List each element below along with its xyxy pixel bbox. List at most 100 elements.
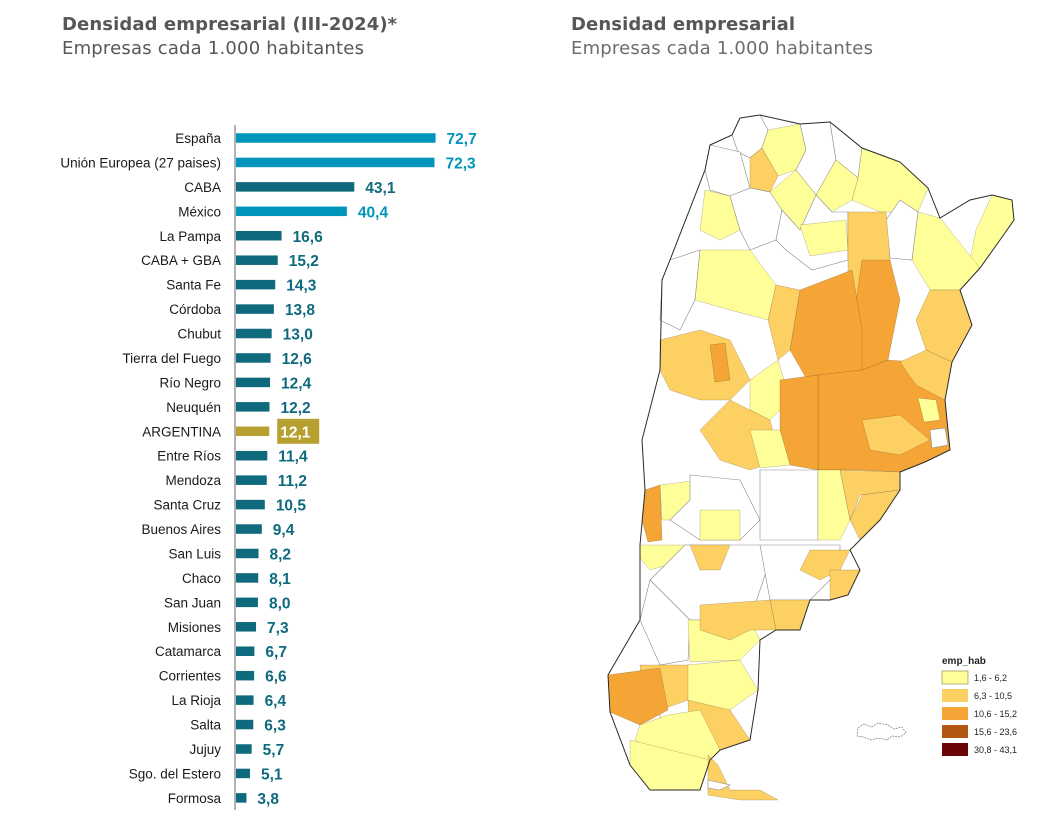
bar [236, 231, 282, 241]
bar-row: Chubut 13,0 [177, 327, 312, 344]
bar-row: CABA + GBA 15,2 [141, 253, 319, 270]
map-region [709, 342, 731, 383]
legend-label: 30,8 - 43,1 [974, 745, 1017, 755]
bar [236, 597, 258, 608]
legend-label: 10,6 - 15,2 [974, 709, 1017, 719]
category-label: Corrientes [159, 669, 222, 684]
map-region [707, 779, 731, 791]
bar-row: Santa Fe 14,3 [166, 278, 317, 295]
map-region [689, 544, 731, 571]
legend-swatch [942, 743, 968, 756]
category-label: Catamarca [155, 644, 222, 659]
map-region [861, 414, 931, 456]
islands-outline [856, 722, 907, 741]
value-label: 6,4 [265, 693, 287, 710]
value-label: 8,0 [269, 595, 291, 612]
country-outline [607, 114, 1015, 791]
bar-row: ARGENTINA 12,1 [142, 418, 320, 444]
value-label: 10,5 [276, 498, 307, 515]
value-label: 15,2 [289, 253, 319, 270]
legend-label: 15,6 - 23,6 [974, 727, 1017, 737]
category-label: Tierra del Fuego [122, 351, 221, 366]
category-label: Río Negro [159, 375, 221, 390]
map-header: Densidad empresarial Empresas cada 1.000… [571, 14, 873, 62]
value-label: 43,1 [365, 180, 396, 197]
bar-row: La Rioja 6,4 [171, 693, 286, 710]
bar-row: San Juan 8,0 [164, 595, 291, 612]
category-label: Formosa [168, 791, 222, 806]
map-region [659, 249, 701, 331]
bar-row: Salta 6,3 [190, 718, 286, 735]
argentina-map: emp_hab 1,6 - 6,2 6,3 - 10,5 10,6 - 15,2 15… [607, 114, 1017, 801]
legend-swatch [942, 707, 968, 720]
value-label: 12,2 [280, 400, 310, 417]
category-label: Córdoba [169, 302, 221, 317]
category-label: Neuquén [166, 400, 221, 415]
category-label: España [175, 131, 221, 146]
legend-title: emp_hab [942, 656, 986, 667]
bar-row: Corrientes 6,6 [159, 669, 287, 686]
map-region [699, 509, 741, 541]
legend-swatch [942, 689, 968, 702]
map-region [929, 427, 949, 449]
bar [236, 304, 274, 314]
bar [236, 182, 355, 192]
map-region [885, 199, 919, 261]
value-label: 5,7 [263, 742, 285, 759]
map-region [749, 429, 791, 469]
bar-row: La Pampa 16,6 [159, 229, 323, 246]
bar-row: Sgo. del Estero 5,1 [129, 766, 283, 783]
bar [236, 573, 259, 583]
bar-row: Unión Europea (27 paises) 72,3 [60, 155, 476, 172]
value-label: 12,6 [282, 351, 313, 368]
value-label: 72,3 [445, 155, 476, 172]
bar-chart: España 72,7 Unión Europea (27 paises) 72,3 C… [60, 125, 477, 810]
map-region [699, 189, 741, 241]
bar [236, 377, 271, 388]
map-region [659, 329, 751, 401]
map-region [707, 754, 779, 801]
bar [236, 744, 252, 754]
map-region [911, 211, 981, 291]
bars-group: España 72,7 Unión Europea (27 paises) 72,3 C… [60, 131, 476, 808]
bar [236, 768, 250, 779]
bar [236, 793, 247, 803]
bar [236, 157, 435, 168]
value-label: 12,1 [280, 424, 311, 441]
map-region [639, 579, 691, 666]
map-title: Densidad empresarial [571, 14, 796, 35]
bar-row: Mendoza 11,2 [165, 473, 307, 490]
bar [236, 133, 436, 143]
value-label: 6,7 [265, 644, 287, 661]
category-label: Salta [190, 718, 221, 733]
bar [236, 255, 278, 265]
bar-row: Misiones 7,3 [168, 620, 289, 637]
bar [236, 646, 255, 656]
bar-chart-title: Densidad empresarial (III-2024)* [62, 14, 398, 35]
value-label: 6,6 [265, 669, 287, 686]
bar [236, 450, 268, 461]
value-label: 9,4 [273, 522, 295, 539]
category-label: San Juan [164, 595, 221, 610]
bar-row: Santa Cruz 10,5 [153, 498, 306, 515]
bar-chart-header: Densidad empresarial (III-2024)* Empresa… [62, 14, 397, 62]
bar [236, 548, 259, 559]
map-region [969, 194, 1015, 269]
category-label: Chubut [177, 327, 221, 342]
value-label: 8,1 [269, 571, 291, 588]
value-label: 3,8 [257, 791, 279, 808]
category-label: Unión Europea (27 paises) [60, 155, 221, 170]
value-label: 12,4 [281, 375, 312, 392]
value-label: 40,4 [358, 204, 389, 221]
map-region [851, 147, 929, 213]
category-label: Chaco [182, 571, 221, 586]
bar-row: España 72,7 [175, 131, 477, 148]
value-label: 13,0 [283, 327, 313, 344]
bar-row: Entre Ríos 11,4 [157, 449, 308, 466]
map-regions [607, 114, 1015, 801]
value-label: 5,1 [261, 766, 283, 783]
map-subtitle: Empresas cada 1.000 habitantes [571, 38, 874, 59]
category-label: México [178, 204, 221, 219]
map-region [759, 469, 819, 541]
map-region [815, 159, 859, 213]
